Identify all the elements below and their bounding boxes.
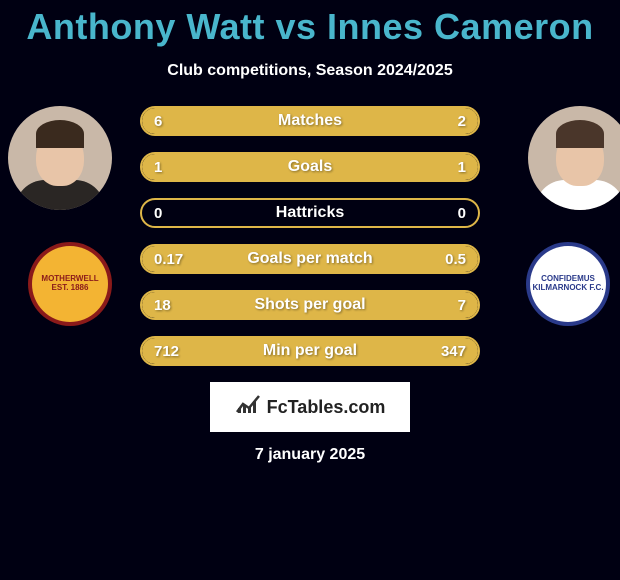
player-right-hair (556, 120, 604, 148)
club-right-label: CONFIDEMUS KILMARNOCK F.C. (530, 275, 606, 293)
stat-value-right: 0 (458, 205, 466, 222)
brand-name: FcTables.com (267, 397, 386, 418)
stat-label: Goals (288, 158, 332, 176)
stat-value-left: 18 (154, 297, 171, 314)
stat-label: Matches (278, 112, 342, 130)
comparison-content: MOTHERWELL EST. 1886 CONFIDEMUS KILMARNO… (0, 98, 620, 366)
stat-value-left: 712 (154, 343, 179, 360)
chart-icon (235, 394, 261, 420)
stat-label: Hattricks (276, 204, 344, 222)
stat-fill-left (142, 108, 394, 134)
stat-row: 712 Min per goal 347 (140, 336, 480, 366)
stat-value-left: 0 (154, 205, 162, 222)
stat-row: 18 Shots per goal 7 (140, 290, 480, 320)
stats-container: 6 Matches 2 1 Goals 1 0 Hattricks 0 0.17 Goals per… (140, 98, 480, 366)
stat-value-right: 2 (458, 113, 466, 130)
stat-row: 6 Matches 2 (140, 106, 480, 136)
stat-value-left: 6 (154, 113, 162, 130)
stat-value-left: 1 (154, 159, 162, 176)
stat-label: Goals per match (247, 250, 372, 268)
player-right-avatar (528, 106, 620, 210)
stat-value-right: 347 (441, 343, 466, 360)
page-title: Anthony Watt vs Innes Cameron (0, 0, 620, 48)
date-label: 7 january 2025 (0, 446, 620, 464)
stat-value-right: 1 (458, 159, 466, 176)
stat-label: Shots per goal (254, 296, 365, 314)
stat-value-left: 0.17 (154, 251, 183, 268)
stat-row: 0.17 Goals per match 0.5 (140, 244, 480, 274)
player-left-avatar (8, 106, 112, 210)
club-right-badge: CONFIDEMUS KILMARNOCK F.C. (526, 242, 610, 326)
stat-fill-left (142, 154, 310, 180)
player-left-hair (36, 120, 84, 148)
stat-fill-right (310, 154, 478, 180)
subtitle: Club competitions, Season 2024/2025 (0, 62, 620, 80)
club-left-label: MOTHERWELL EST. 1886 (32, 275, 108, 293)
stat-value-right: 7 (458, 297, 466, 314)
stat-row: 1 Goals 1 (140, 152, 480, 182)
club-right-badge-inner: CONFIDEMUS KILMARNOCK F.C. (530, 246, 606, 322)
club-left-badge: MOTHERWELL EST. 1886 (28, 242, 112, 326)
stat-row: 0 Hattricks 0 (140, 198, 480, 228)
club-left-badge-inner: MOTHERWELL EST. 1886 (32, 246, 108, 322)
stat-value-right: 0.5 (445, 251, 466, 268)
stat-label: Min per goal (263, 342, 357, 360)
brand-logo: FcTables.com (210, 382, 410, 432)
